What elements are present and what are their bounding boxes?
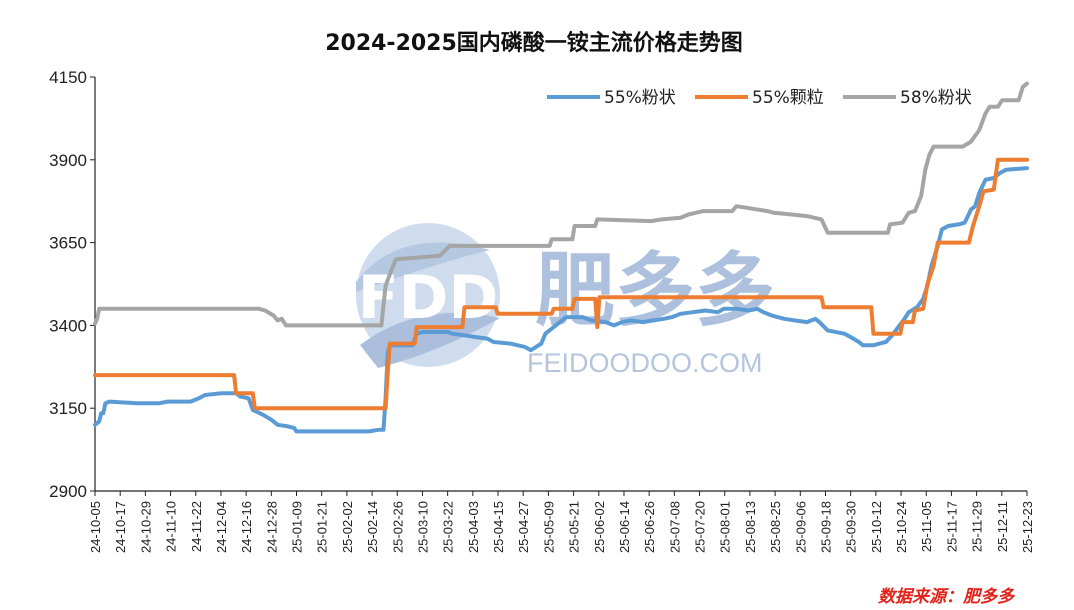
legend: 55%粉状 55%颗粒 58%粉状	[547, 88, 972, 108]
x-tick-label: 25-11-29	[970, 501, 985, 552]
x-tick-label: 25-12-11	[995, 501, 1010, 552]
watermark-logo-text: FDD	[358, 263, 499, 333]
x-tick-label: 24-10-05	[88, 501, 103, 553]
series-layer	[93, 81, 1029, 434]
x-tick-label: 25-05-21	[567, 501, 582, 553]
x-tick-label: 25-04-27	[516, 501, 531, 553]
x-tick-label: 25-07-08	[667, 501, 682, 553]
x-tick-label: 25-08-01	[718, 501, 733, 553]
x-tick-label: 25-12-23	[1020, 501, 1035, 553]
x-tick-label: 25-04-03	[466, 501, 481, 553]
x-tick-label: 25-09-30	[844, 501, 859, 553]
y-tick-label: 3400	[49, 316, 87, 335]
x-tick-label: 24-10-29	[138, 501, 153, 553]
series-line-1	[93, 157, 1029, 411]
watermark-url-text: FEIDOODOO.COM	[527, 348, 763, 378]
series-line-0	[93, 166, 1029, 434]
x-tick-label: 25-10-24	[894, 501, 909, 553]
x-tick-label: 24-12-04	[214, 501, 229, 553]
x-tick-label: 25-11-05	[919, 501, 934, 552]
y-tick-label: 4150	[49, 68, 87, 87]
x-tick-label: 25-02-02	[340, 501, 355, 553]
y-tick-label: 3650	[49, 234, 87, 253]
x-tick-label: 25-03-10	[415, 501, 430, 553]
x-tick-label: 25-04-15	[491, 501, 506, 553]
x-tick-label: 24-12-28	[264, 501, 279, 553]
y-tick-label: 3900	[49, 151, 87, 170]
chart-title: 2024-2025国内磷酸一铵主流价格走势图	[325, 30, 743, 56]
x-tick-label: 25-10-12	[869, 501, 884, 553]
x-tick-label: 25-07-20	[693, 501, 708, 553]
y-tick-label: 2900	[49, 482, 87, 501]
x-tick-label: 24-11-10	[164, 501, 179, 552]
watermark-logo-swoosh-bottom	[360, 312, 500, 368]
axes: 2900 3150 3400 3650 3900 4150 24-10-05 24-10-17…	[49, 68, 1035, 553]
legend-label-1: 55%颗粒	[752, 88, 824, 108]
x-tick-label: 25-05-09	[541, 501, 556, 553]
x-tick-label: 24-12-16	[239, 501, 254, 553]
x-tick-label: 25-08-13	[743, 501, 758, 553]
x-tick-label: 25-02-26	[390, 501, 405, 553]
x-tick-label: 24-10-17	[113, 501, 128, 553]
x-tick-label: 25-06-14	[617, 501, 632, 553]
x-tick-label: 25-09-18	[818, 501, 833, 553]
y-tick-label: 3150	[49, 399, 87, 418]
x-tick-label: 25-02-14	[365, 501, 380, 553]
x-tick-label: 25-06-26	[642, 501, 657, 553]
legend-label-0: 55%粉状	[604, 88, 676, 108]
watermark: FDD 肥多多 FEIDOODOO.COM	[356, 223, 775, 378]
x-tick-label: 25-06-02	[592, 501, 607, 553]
watermark-brand-text: 肥多多	[535, 244, 775, 337]
legend-label-2: 58%粉状	[900, 88, 972, 108]
source-note: 数据来源：肥多多	[878, 587, 1016, 607]
x-tick-label: 25-09-06	[793, 501, 808, 553]
x-tick-label: 24-11-22	[189, 501, 204, 552]
x-tick-label: 25-01-21	[315, 501, 330, 553]
x-tick-label: 25-01-09	[290, 501, 305, 553]
x-tick-label: 25-08-25	[768, 501, 783, 553]
x-tick-label: 25-03-22	[441, 501, 456, 553]
series-line-2	[93, 81, 1029, 328]
x-tick-label: 25-11-17	[944, 501, 959, 552]
